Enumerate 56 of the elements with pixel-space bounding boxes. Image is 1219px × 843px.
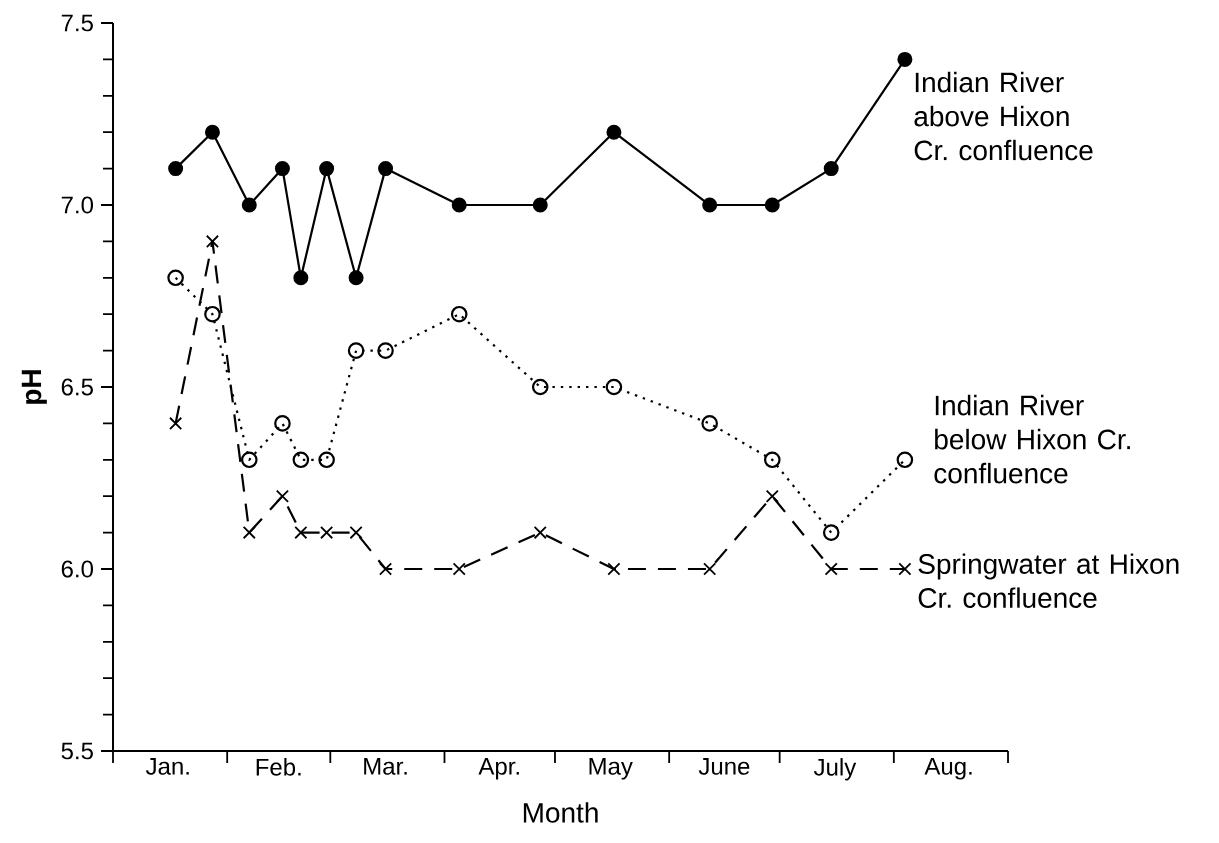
point: [763, 451, 781, 469]
point: [701, 415, 718, 432]
y-tick-label: 7.5: [61, 14, 93, 32]
point: [703, 562, 717, 576]
x-axis-title: Month: [523, 802, 598, 823]
point: [274, 415, 291, 432]
point: [319, 161, 335, 177]
point: [822, 524, 840, 541]
point: [898, 562, 912, 576]
x-tick-label: Feb.: [256, 758, 301, 776]
point: [605, 378, 623, 396]
point: [533, 526, 547, 540]
point: [532, 197, 548, 213]
x-tick-label: June: [698, 758, 750, 775]
point: [702, 197, 718, 213]
point: [320, 526, 334, 540]
point: [205, 234, 220, 248]
x-tick-label: July: [813, 758, 857, 781]
point: [275, 489, 289, 503]
point: [824, 562, 838, 576]
point: [531, 378, 549, 396]
point: [241, 197, 257, 213]
point: [168, 161, 184, 177]
point: [379, 562, 393, 576]
point: [204, 124, 220, 140]
point: [294, 526, 308, 540]
x-tick-label: Aug.: [924, 758, 972, 780]
point: [293, 270, 309, 286]
series-label: Springwater at Hixon Cr. confluence: [918, 553, 1179, 608]
x-tick-label: Mar.: [364, 758, 407, 775]
series-label: Indian River below Hixon Cr. confluence: [934, 394, 1130, 484]
point: [607, 562, 621, 576]
x-tick-label: Jan.: [145, 758, 189, 775]
y-tick-label: 6.0: [61, 560, 94, 578]
x-tick-label: May: [589, 758, 633, 780]
point: [242, 526, 256, 540]
point: [606, 124, 622, 140]
point: [765, 489, 779, 503]
point: [292, 451, 310, 469]
point: [897, 51, 913, 67]
point: [318, 451, 335, 469]
point: [274, 161, 290, 177]
x-tick-label: Apr.: [478, 758, 519, 780]
point: [169, 416, 183, 430]
series-label: Indian River above Hixon Cr. confluence: [914, 71, 1093, 161]
point: [167, 269, 184, 287]
point: [204, 305, 221, 323]
point: [378, 161, 394, 177]
point: [896, 451, 914, 469]
y-tick-label: 5.5: [61, 742, 93, 760]
point: [764, 197, 780, 213]
y-tick-label: 7.0: [61, 196, 94, 214]
y-axis-title: pH: [21, 370, 47, 404]
y-tick-label: 6.5: [61, 378, 93, 396]
point: [240, 451, 258, 469]
point: [823, 161, 839, 177]
